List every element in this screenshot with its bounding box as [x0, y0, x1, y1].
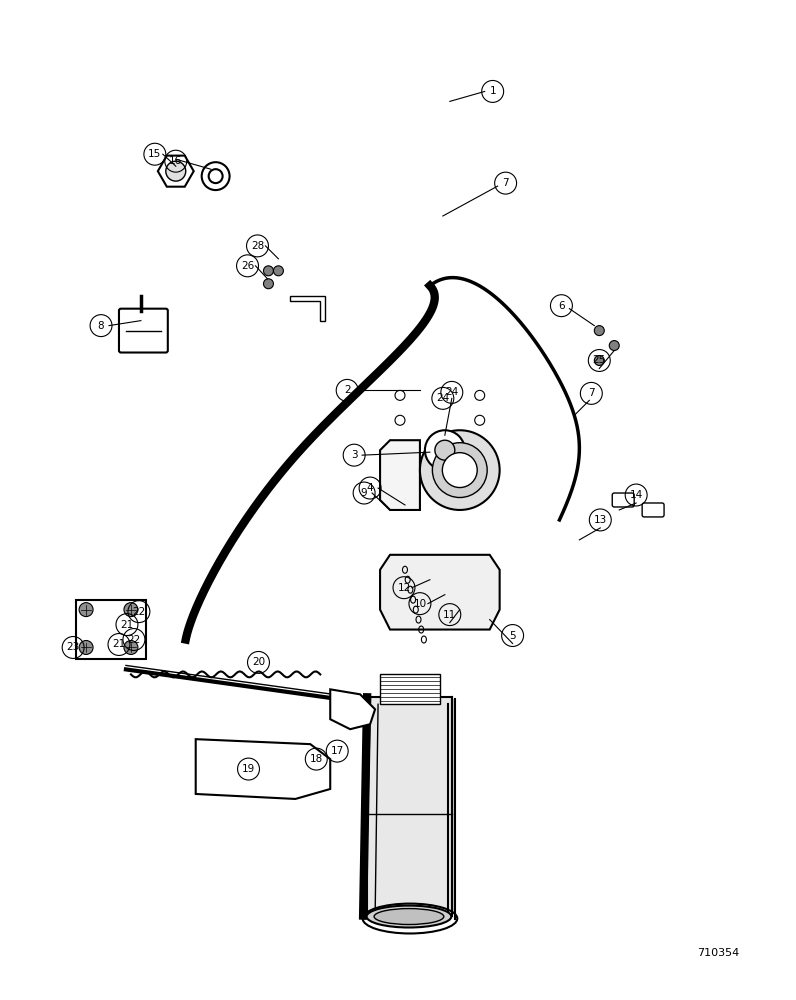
Polygon shape: [380, 440, 420, 510]
Text: 19: 19: [242, 764, 256, 774]
Text: 23: 23: [67, 642, 80, 652]
Circle shape: [263, 266, 274, 276]
Text: 9: 9: [361, 488, 368, 498]
Text: 22: 22: [132, 607, 146, 617]
Circle shape: [201, 162, 229, 190]
Text: 21: 21: [120, 620, 134, 630]
Text: 13: 13: [594, 515, 607, 525]
Text: 1: 1: [490, 86, 496, 96]
Polygon shape: [76, 600, 146, 659]
Text: 17: 17: [330, 746, 344, 756]
Circle shape: [474, 390, 485, 400]
Text: 6: 6: [558, 301, 564, 311]
Polygon shape: [330, 689, 375, 729]
Circle shape: [124, 641, 138, 654]
Text: 11: 11: [443, 610, 456, 620]
Text: 18: 18: [310, 754, 323, 764]
Circle shape: [435, 440, 455, 460]
Circle shape: [425, 430, 465, 470]
Polygon shape: [196, 739, 330, 799]
Ellipse shape: [443, 453, 478, 488]
Circle shape: [474, 415, 485, 425]
Circle shape: [79, 641, 93, 654]
Ellipse shape: [432, 443, 487, 498]
Ellipse shape: [420, 430, 500, 510]
Polygon shape: [380, 555, 500, 630]
Text: 24: 24: [445, 387, 458, 397]
Text: 3: 3: [351, 450, 357, 460]
FancyBboxPatch shape: [119, 309, 168, 353]
Circle shape: [595, 326, 604, 336]
Circle shape: [209, 169, 223, 183]
Text: 22: 22: [127, 635, 141, 645]
Text: 12: 12: [397, 583, 411, 593]
Text: 20: 20: [252, 657, 265, 667]
Text: 2: 2: [344, 385, 350, 395]
Text: 8: 8: [98, 321, 104, 331]
Circle shape: [395, 415, 405, 425]
Text: 4: 4: [367, 483, 373, 493]
Text: 7: 7: [588, 388, 595, 398]
Ellipse shape: [363, 904, 457, 933]
Text: 15: 15: [148, 149, 162, 159]
Text: 10: 10: [413, 599, 427, 609]
Text: 28: 28: [251, 241, 264, 251]
Ellipse shape: [374, 909, 444, 925]
FancyBboxPatch shape: [642, 503, 664, 517]
Text: 7: 7: [502, 178, 509, 188]
Circle shape: [609, 341, 619, 351]
Polygon shape: [291, 296, 326, 321]
Circle shape: [166, 161, 185, 181]
Circle shape: [124, 603, 138, 617]
Circle shape: [595, 356, 604, 365]
FancyBboxPatch shape: [612, 493, 634, 507]
Text: 25: 25: [593, 355, 606, 365]
Polygon shape: [367, 697, 452, 916]
Circle shape: [395, 390, 405, 400]
Text: 26: 26: [241, 261, 254, 271]
Text: 710354: 710354: [697, 948, 739, 958]
Circle shape: [274, 266, 283, 276]
Circle shape: [263, 279, 274, 289]
Polygon shape: [380, 674, 440, 704]
FancyBboxPatch shape: [370, 699, 455, 921]
Text: 5: 5: [509, 631, 516, 641]
Text: 21: 21: [112, 639, 126, 649]
Text: 16: 16: [170, 156, 182, 166]
Text: 24: 24: [436, 393, 450, 403]
Text: 14: 14: [630, 490, 643, 500]
Circle shape: [79, 603, 93, 617]
Ellipse shape: [367, 906, 451, 928]
Polygon shape: [158, 156, 193, 187]
